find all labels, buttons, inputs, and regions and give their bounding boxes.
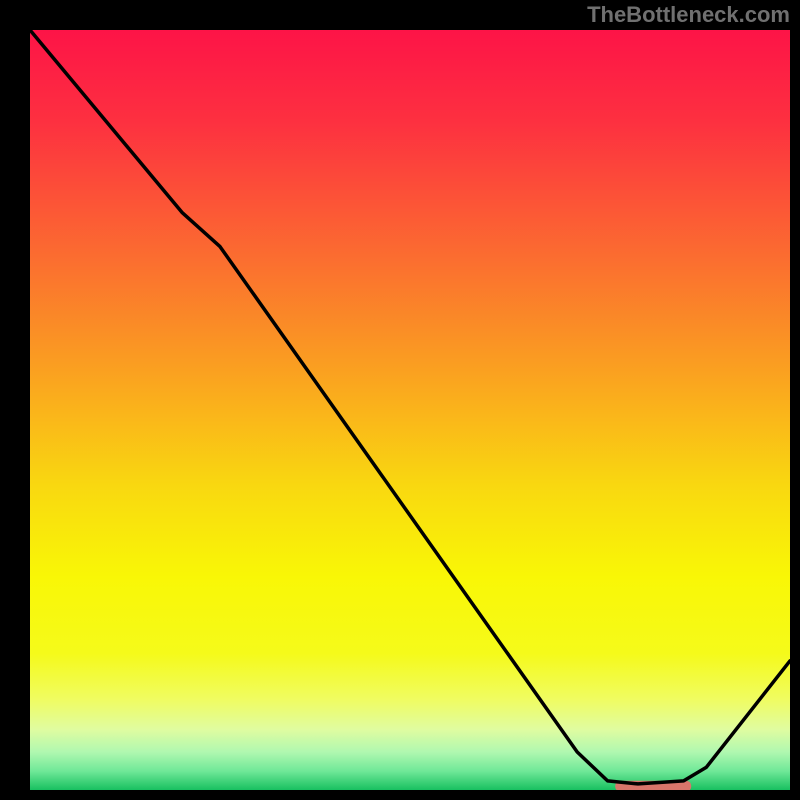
watermark-text: TheBottleneck.com [587,2,790,27]
bottleneck-chart: TheBottleneck.com [0,0,800,800]
chart-container: TheBottleneck.com [0,0,800,800]
axis-bottom-frame [0,790,800,800]
axis-left-frame [0,0,30,800]
plot-background [30,30,790,790]
